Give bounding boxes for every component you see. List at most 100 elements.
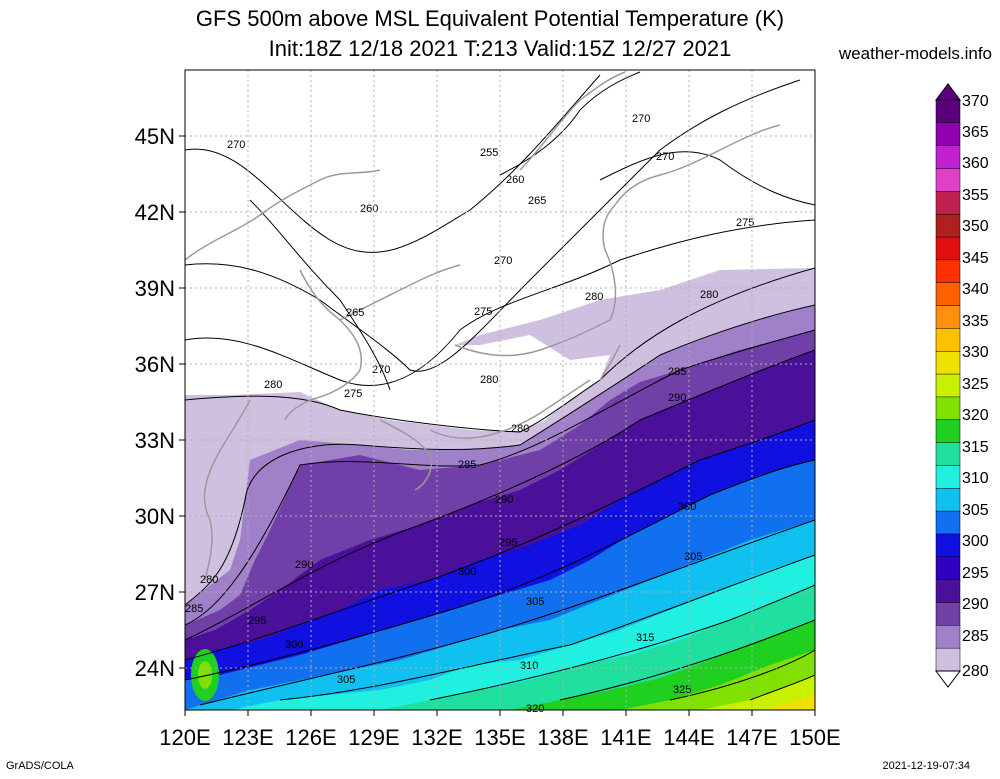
- contour-label: 280: [511, 423, 529, 435]
- contour-label: 285: [185, 603, 203, 615]
- lon-label: 120E: [159, 725, 210, 750]
- colorbar-label: 370: [962, 93, 989, 110]
- contour-label: 320: [526, 703, 544, 715]
- contour-label: 265: [528, 195, 546, 207]
- lon-label: 132E: [411, 725, 462, 750]
- colorbar-swatch: [935, 145, 961, 170]
- lon-label: 144E: [663, 725, 714, 750]
- contour-label: 260: [506, 174, 524, 186]
- colorbar-swatch: [935, 350, 961, 375]
- longitude-labels: 120E 123E 126E 129E 132E 135E 138E 141E …: [159, 725, 840, 750]
- lon-label: 123E: [222, 725, 273, 750]
- colorbar-swatch: [935, 168, 961, 193]
- colorbar-label: 305: [962, 502, 989, 519]
- contour-label: 265: [346, 307, 364, 319]
- lat-label: 33N: [135, 428, 175, 453]
- colorbar-swatch: [935, 647, 961, 672]
- lat-label: 30N: [135, 504, 175, 529]
- lat-label: 36N: [135, 352, 175, 377]
- contour-label: 290: [295, 559, 313, 571]
- colorbar-swatches: [935, 99, 961, 672]
- contour-label: 295: [248, 615, 266, 627]
- lon-label: 129E: [348, 725, 399, 750]
- contour-label: 305: [526, 596, 544, 608]
- lon-label: 150E: [789, 725, 840, 750]
- contour-label: 315: [636, 632, 654, 644]
- colorbar-label: 345: [962, 250, 989, 267]
- contour-label: 275: [474, 306, 492, 318]
- contour-label: 280: [700, 289, 718, 301]
- colorbar-label: 310: [962, 470, 989, 487]
- tick-marks: [179, 135, 816, 716]
- lon-label: 141E: [600, 725, 651, 750]
- colorbar-label: 365: [962, 124, 989, 141]
- colorbar-swatch: [935, 442, 961, 467]
- contour-label: 280: [480, 374, 498, 386]
- colorbar-label: 330: [962, 344, 989, 361]
- lon-label: 147E: [726, 725, 777, 750]
- colorbar-swatch: [935, 122, 961, 147]
- lat-label: 27N: [135, 580, 175, 605]
- contour-label: 270: [227, 139, 245, 151]
- contour-label: 270: [372, 364, 390, 376]
- coastlines: [185, 71, 781, 581]
- contour-label: 260: [360, 203, 378, 215]
- colorbar-swatch: [935, 191, 961, 215]
- contour-label: 290: [495, 494, 513, 506]
- colorbar-swatch: [935, 305, 961, 330]
- contour-label: 285: [458, 459, 476, 471]
- render-timestamp: 2021-12-19-07:34: [882, 760, 970, 772]
- site-label: weather-models.info: [838, 44, 992, 63]
- contour-label: 300: [458, 566, 476, 578]
- colorbar-swatch: [935, 396, 961, 421]
- lon-label: 138E: [537, 725, 588, 750]
- colorbar-swatch: [935, 465, 961, 490]
- colorbar-labels: 370 365 360 355 350 345 340 335 330 325 …: [962, 93, 989, 680]
- colorbar-label: 290: [962, 596, 989, 613]
- graticule: [185, 70, 815, 710]
- contour-label: 300: [678, 501, 696, 513]
- colorbar-label: 355: [962, 187, 989, 204]
- colorbar-swatch: [935, 556, 961, 581]
- colorbar-swatch: [935, 213, 961, 238]
- contour-label: 305: [337, 674, 355, 686]
- colorbar-label: 335: [962, 313, 989, 330]
- colorbar-label: 325: [962, 376, 989, 393]
- lon-label: 135E: [474, 725, 525, 750]
- contour-label: 270: [656, 151, 674, 163]
- contour-label: 275: [736, 217, 754, 229]
- contour-label: 275: [344, 388, 362, 400]
- colorbar-label: 300: [962, 533, 989, 550]
- map-title: GFS 500m above MSL Equivalent Potential …: [195, 6, 785, 31]
- colorbar-swatch: [935, 419, 961, 444]
- colorbar-label: 320: [962, 407, 989, 424]
- colorbar-top-arrow: [935, 83, 961, 101]
- contour-label: 310: [520, 660, 538, 672]
- contour-label: 270: [632, 113, 650, 125]
- contour-label: 270: [494, 255, 512, 267]
- latitude-labels: 45N 42N 39N 36N 33N 30N 27N 24N: [135, 124, 175, 681]
- colorbar-bottom-arrow: [935, 670, 961, 688]
- lat-label: 24N: [135, 656, 175, 681]
- contour-lines: [185, 71, 815, 706]
- colorbar-swatch: [935, 488, 961, 512]
- colorbar-label: 350: [962, 218, 989, 235]
- lon-label: 126E: [285, 725, 336, 750]
- colorbar-swatch: [935, 602, 961, 627]
- colorbar-swatch: [935, 579, 961, 604]
- contour-label: 280: [264, 379, 282, 391]
- software-credit: GrADS/COLA: [6, 760, 74, 772]
- colorbar-label: 285: [962, 628, 989, 645]
- lat-label: 39N: [135, 276, 175, 301]
- colorbar: 370 365 360 355 350 345 340 335 330 325 …: [935, 83, 989, 688]
- colorbar-swatch: [935, 259, 961, 284]
- contour-label: 325: [673, 684, 691, 696]
- colorbar-label: 340: [962, 281, 989, 298]
- colorbar-swatch: [935, 533, 961, 558]
- colorbar-label: 360: [962, 155, 989, 172]
- colorbar-swatch: [935, 328, 961, 352]
- colorbar-label: 295: [962, 565, 989, 582]
- contour-label: 305: [684, 551, 702, 563]
- colorbar-label: 315: [962, 439, 989, 456]
